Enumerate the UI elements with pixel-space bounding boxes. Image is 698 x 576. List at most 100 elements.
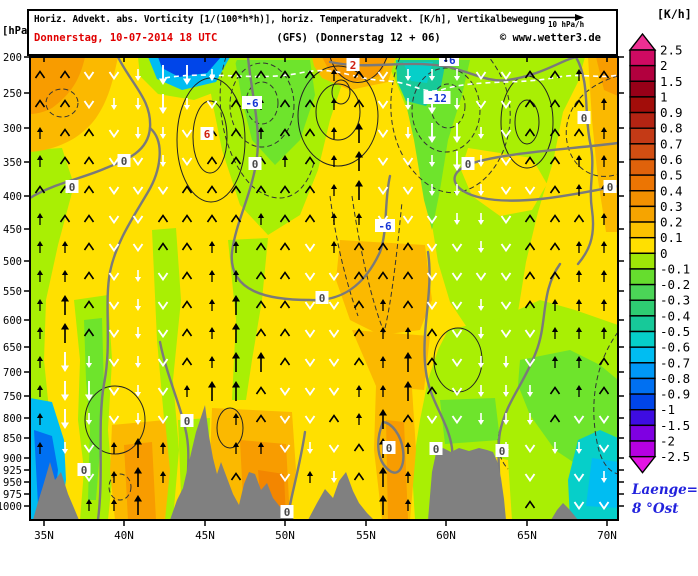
contour-label-chip bbox=[117, 154, 131, 167]
colorbar-cell bbox=[629, 49, 656, 67]
down-chevron bbox=[328, 301, 340, 311]
up-arrow-head bbox=[575, 241, 583, 246]
up-chevron bbox=[230, 185, 242, 194]
up-arrow-head bbox=[256, 352, 266, 359]
down-chevron bbox=[524, 444, 536, 454]
down-arrow-head bbox=[158, 107, 168, 114]
up-chevron bbox=[353, 357, 365, 366]
up-chevron bbox=[304, 214, 316, 223]
contour-label-chip bbox=[429, 442, 443, 455]
vertical-motion-scale-legend: 10 hPa/h bbox=[548, 13, 584, 28]
pressure-tick-label: 550 bbox=[3, 286, 22, 298]
up-chevron bbox=[304, 99, 316, 108]
down-chevron bbox=[451, 387, 463, 397]
down-chevron bbox=[402, 157, 414, 167]
pressure-tick-label: 300 bbox=[3, 123, 22, 135]
down-arrow-head bbox=[551, 449, 559, 454]
up-arrow-head bbox=[36, 413, 44, 418]
up-arrow-head bbox=[404, 442, 412, 447]
up-chevron bbox=[304, 185, 316, 194]
latitude-tick-label: 60N bbox=[436, 529, 456, 542]
down-arrow-head bbox=[502, 420, 510, 425]
down-chevron bbox=[573, 501, 585, 511]
colorbar-cell bbox=[629, 236, 656, 255]
down-chevron bbox=[451, 358, 463, 368]
down-chevron bbox=[157, 186, 169, 196]
up-arrow-head bbox=[330, 69, 338, 74]
up-arrow-head bbox=[36, 270, 44, 275]
up-arrow-head bbox=[354, 123, 364, 130]
up-arrow-head bbox=[232, 442, 240, 447]
down-arrow-head bbox=[453, 76, 461, 81]
contour-label-chip bbox=[315, 291, 329, 304]
down-chevron bbox=[206, 100, 218, 110]
model-info: (GFS) (Donnerstag 12 + 06) bbox=[276, 32, 441, 44]
up-chevron bbox=[353, 472, 365, 481]
up-chevron bbox=[83, 128, 95, 137]
colorbar-cell bbox=[629, 174, 656, 192]
down-arrow-head bbox=[526, 420, 534, 425]
down-arrow-head bbox=[427, 107, 437, 114]
up-arrow-head bbox=[60, 295, 70, 302]
down-chevron bbox=[181, 157, 193, 167]
pressure-tick-label: 950 bbox=[3, 477, 22, 489]
up-chevron bbox=[181, 357, 193, 366]
up-chevron bbox=[549, 242, 561, 251]
pressure-tick-label: 800 bbox=[3, 413, 22, 425]
down-chevron bbox=[181, 129, 193, 139]
up-chevron bbox=[34, 185, 46, 194]
down-chevron bbox=[426, 215, 438, 225]
contour-label-chip bbox=[495, 444, 509, 457]
colorbar-cell bbox=[629, 377, 656, 395]
up-arrow-head bbox=[379, 385, 387, 390]
down-arrow-head bbox=[110, 105, 118, 110]
up-arrow-head bbox=[36, 213, 44, 218]
colorbar-cell bbox=[629, 221, 656, 239]
down-chevron bbox=[83, 473, 95, 483]
down-arrow-head bbox=[453, 105, 461, 110]
contour-label: 0 bbox=[465, 158, 472, 171]
pressure-tick-label: 200 bbox=[3, 52, 22, 64]
down-arrow-head bbox=[477, 363, 485, 368]
up-arrow-head bbox=[600, 327, 608, 332]
colorbar-label: 0.5 bbox=[660, 168, 683, 183]
up-arrow-head bbox=[159, 442, 167, 447]
down-arrow-head bbox=[477, 134, 485, 139]
up-chevron bbox=[230, 214, 242, 223]
down-arrow-head bbox=[183, 105, 191, 110]
up-chevron bbox=[83, 214, 95, 223]
down-chevron bbox=[426, 272, 438, 282]
down-chevron bbox=[108, 272, 120, 282]
down-arrow-head bbox=[452, 164, 462, 171]
up-chevron bbox=[304, 70, 316, 79]
colorbar-cell bbox=[629, 315, 656, 333]
up-arrow-head bbox=[36, 442, 44, 447]
up-arrow-head bbox=[404, 471, 412, 476]
up-chevron bbox=[549, 70, 561, 79]
colorbar: 2.521.510.90.80.70.60.50.40.30.20.10-0.1… bbox=[628, 32, 690, 474]
colorbar-cell bbox=[629, 190, 656, 208]
plot-area: 0 0 0 0 0 0 0 0 0 0 0 0 0 6 2 -6 -12 -6 -6 bbox=[30, 57, 618, 520]
down-arrow-head bbox=[428, 162, 436, 167]
colorbar-label: -2 bbox=[660, 434, 675, 449]
up-chevron bbox=[181, 328, 193, 337]
up-arrow-head bbox=[330, 98, 338, 103]
colorbar-cell bbox=[629, 96, 656, 114]
down-chevron bbox=[475, 100, 487, 110]
up-chevron bbox=[59, 99, 71, 108]
up-arrow-head bbox=[330, 213, 338, 218]
pressure-tick-label: 400 bbox=[3, 191, 22, 203]
up-chevron bbox=[59, 128, 71, 137]
down-chevron bbox=[157, 387, 169, 397]
contour-label: 6 bbox=[204, 128, 211, 141]
up-arrow-head bbox=[281, 155, 289, 160]
down-chevron bbox=[500, 215, 512, 225]
up-arrow-head bbox=[133, 467, 143, 474]
up-chevron bbox=[279, 99, 291, 108]
up-chevron bbox=[59, 214, 71, 223]
down-arrow-head bbox=[85, 420, 93, 425]
down-arrow-head bbox=[404, 105, 412, 110]
colorbar-label: 0.2 bbox=[660, 215, 683, 230]
down-chevron bbox=[279, 415, 291, 425]
up-arrow-head bbox=[575, 299, 583, 304]
